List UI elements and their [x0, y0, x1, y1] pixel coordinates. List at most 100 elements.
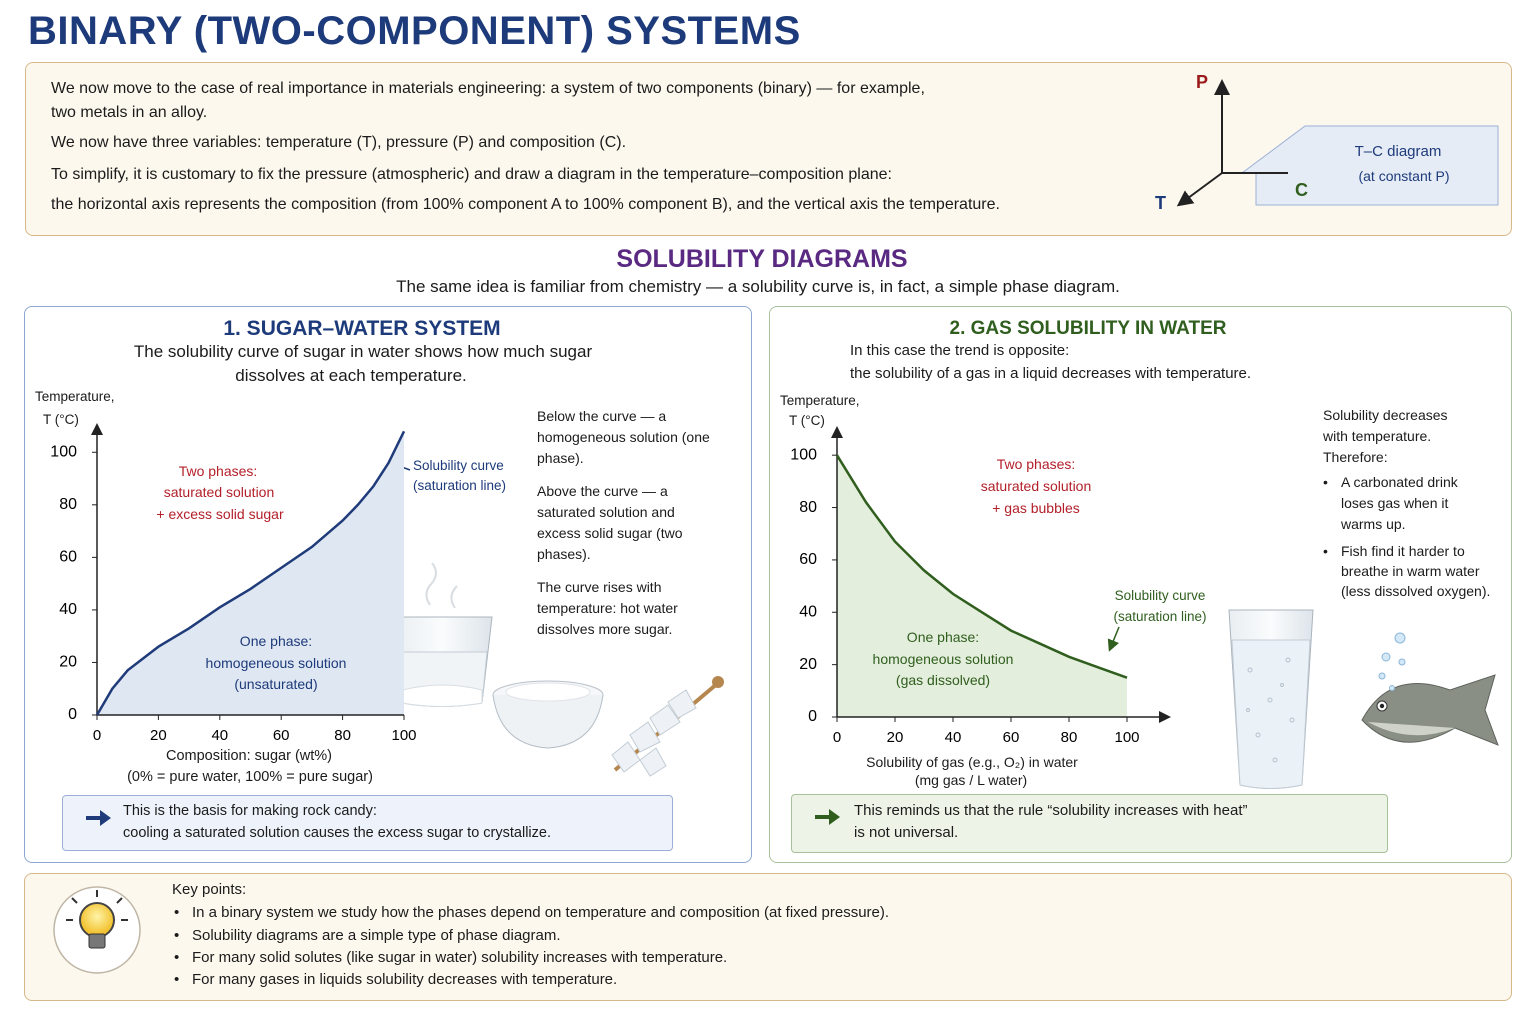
x-tick-label: 20 [887, 729, 904, 746]
axis-label: C [1295, 180, 1308, 200]
fish [1361, 632, 1499, 746]
panel-title: 1. SUGAR–WATER SYSTEM [223, 317, 501, 340]
bullet: • [1323, 543, 1328, 559]
intro-line: the horizontal axis represents the compo… [51, 196, 1000, 213]
y-tick-label: 20 [59, 654, 77, 671]
y-axis-label: Temperature, [35, 389, 115, 404]
y-tick-label: 100 [50, 443, 77, 460]
y-tick-label: 60 [59, 549, 77, 566]
callout-arrow [86, 810, 111, 826]
key-point: In a binary system we study how the phas… [192, 904, 890, 921]
x-tick-label: 20 [150, 727, 167, 744]
x-tick-label: 100 [391, 727, 416, 744]
y-tick-label: 20 [799, 656, 817, 673]
x-tick-label: 60 [1003, 729, 1020, 746]
diagram-sublabel: (at constant P) [1358, 168, 1450, 184]
annotation: + excess solid sugar [156, 506, 284, 522]
annotation: (saturation line) [1113, 609, 1207, 624]
x-axis-label: Solubility of gas (e.g., O₂) in water [866, 754, 1078, 770]
key-point: For many gases in liquids solubility dec… [192, 971, 618, 988]
bullet: • [174, 904, 180, 921]
annotation: (unsaturated) [234, 676, 318, 692]
annotation: Two phases: [178, 463, 258, 479]
annotation: One phase: [239, 633, 313, 649]
y-tick-label: 80 [59, 496, 77, 513]
annotation: saturated solution [980, 478, 1092, 494]
callout-text: This is the basis for making rock candy: [123, 803, 377, 819]
annotation: saturated solution [163, 484, 275, 500]
callout-text: cooling a saturated solution causes the … [123, 825, 551, 841]
bullet: • [174, 971, 180, 988]
panel-sugar [24, 306, 752, 863]
y-tick-label: 0 [68, 706, 77, 723]
y-axis-label: T (°C) [43, 412, 79, 427]
x-tick-label: 100 [1114, 729, 1139, 746]
note: Below the curve — a homogeneous solution… [537, 408, 710, 466]
axis-label: T [1155, 193, 1166, 213]
x-tick-label: 40 [945, 729, 962, 746]
note: Solubility decreases with temperature. [1323, 407, 1448, 444]
y-axis-label: T (°C) [789, 413, 825, 428]
annotation: Two phases: [996, 456, 1076, 472]
y-tick-label: 40 [799, 603, 817, 620]
bullet-text: A carbonated drink loses gas when it war… [1341, 474, 1458, 532]
bullet-text: Fish find it harder to breathe in warm w… [1341, 543, 1491, 599]
solubility-region [97, 431, 404, 715]
panel-description: In this case the trend is opposite: [850, 342, 1070, 359]
annotation: homogeneous solution [872, 651, 1014, 667]
x-tick-label: 40 [211, 727, 228, 744]
panel-gas [769, 306, 1512, 863]
callout-sugar [62, 795, 673, 851]
panel-description: dissolves at each temperature. [235, 366, 467, 385]
rock-candy [611, 676, 724, 777]
water-glass [1228, 609, 1314, 789]
x-tick-label: 0 [93, 727, 101, 744]
y-tick-label: 40 [59, 601, 77, 618]
note: Above the curve — a saturated solution a… [537, 483, 683, 562]
key-point: Solubility diagrams are a simple type of… [192, 927, 561, 944]
callout-arrow [815, 809, 840, 825]
x-axis-label: (mg gas / L water) [914, 772, 1028, 788]
section-title: SOLUBILITY DIAGRAMS [616, 245, 908, 273]
bullet: • [174, 949, 180, 966]
panel-title: 2. GAS SOLUBILITY IN WATER [949, 318, 1227, 339]
curve-pointer [1107, 626, 1120, 652]
y-tick-label: 80 [799, 499, 817, 516]
annotation: + gas bubbles [992, 500, 1080, 516]
y-tick-label: 100 [790, 446, 817, 463]
solubility-curve [95, 430, 406, 716]
callout-text: This reminds us that the rule “solubilit… [854, 802, 1248, 819]
panel-description: The solubility curve of sugar in water s… [133, 342, 593, 361]
note: The curve rises with temperature: hot wa… [537, 579, 678, 637]
x-tick-label: 80 [1061, 729, 1078, 746]
x-tick-label: 0 [833, 729, 841, 746]
annotation: One phase: [906, 629, 980, 645]
intro-box [25, 62, 1512, 236]
lightbulb-icon [53, 886, 141, 974]
intro-line: We now have three variables: temperature… [51, 134, 627, 151]
diagram-label: T–C diagram [1354, 143, 1442, 160]
sugar-bowl [492, 680, 604, 749]
annotation: homogeneous solution [205, 655, 347, 671]
intro-line: We now move to the case of real importan… [51, 80, 925, 97]
x-tick-label: 80 [334, 727, 351, 744]
annotation: Solubility curve [1114, 588, 1206, 603]
section-subtitle: The same idea is familiar from chemistry… [396, 277, 1120, 296]
key-points-heading: Key points: [172, 881, 247, 898]
sugar-glass [392, 562, 493, 707]
callout-text: is not universal. [854, 824, 959, 841]
x-axis-label: Composition: sugar (wt%) [166, 748, 332, 764]
note: Therefore: [1323, 449, 1388, 465]
y-axis-label: Temperature, [780, 393, 860, 408]
page-title: BINARY (TWO-COMPONENT) SYSTEMS [28, 9, 801, 53]
annotation: (saturation line) [413, 478, 507, 493]
panel-description: the solubility of a gas in a liquid decr… [850, 365, 1252, 382]
bullet: • [174, 927, 180, 944]
intro-line: To simplify, it is customary to fix the … [51, 166, 892, 183]
intro-line: two metals in an alloy. [51, 104, 208, 121]
solubility-curve [835, 454, 1128, 679]
y-tick-label: 60 [799, 551, 817, 568]
annotation: (gas dissolved) [895, 672, 991, 688]
callout-gas [791, 794, 1388, 853]
